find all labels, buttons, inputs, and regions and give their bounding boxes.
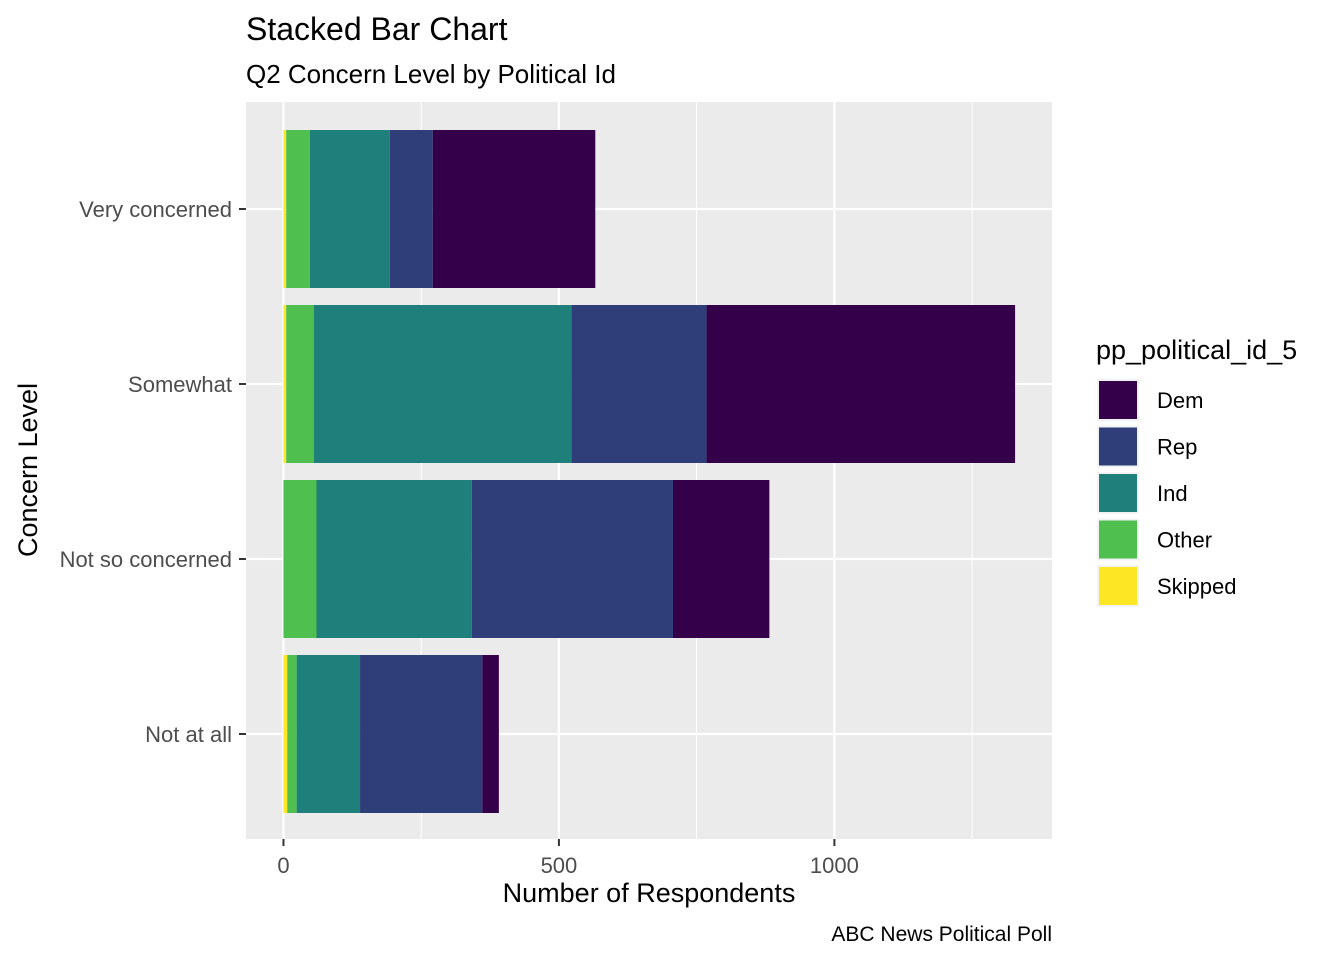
- bar-segment-rep: [389, 130, 433, 288]
- y-tick-label: Somewhat: [128, 372, 232, 397]
- bar-segment-ind: [316, 480, 472, 638]
- bar-segment-dem: [482, 655, 499, 813]
- bar-segment-dem: [706, 305, 1016, 463]
- y-axis-title: Concern Level: [13, 383, 43, 557]
- bar-segment-rep: [360, 655, 483, 813]
- legend: Dem Rep Ind Other Skipped: [1097, 379, 1237, 607]
- bar-segment-other: [286, 305, 314, 463]
- legend-swatch: [1099, 474, 1137, 512]
- legend-label: Other: [1157, 528, 1212, 553]
- bar-segment-other: [286, 130, 310, 288]
- bar-segment-ind: [296, 655, 361, 813]
- chart-title: Stacked Bar Chart: [246, 11, 508, 47]
- y-tick-label: Not so concerned: [60, 547, 232, 572]
- legend-swatch: [1099, 567, 1137, 605]
- chart-subtitle: Q2 Concern Level by Political Id: [246, 59, 616, 89]
- legend-label: Skipped: [1157, 574, 1237, 599]
- bar-segment-skipped: [283, 305, 287, 463]
- legend-label: Ind: [1157, 481, 1188, 506]
- bar-segment-rep: [471, 480, 673, 638]
- bar-segment-other: [283, 480, 317, 638]
- bar-segment-ind: [313, 305, 572, 463]
- legend-title: pp_political_id_5: [1096, 335, 1297, 365]
- bar-segment-dem: [672, 480, 770, 638]
- bar-segment-other: [287, 655, 297, 813]
- y-tick-label: Not at all: [145, 722, 232, 747]
- legend-label: Dem: [1157, 388, 1203, 413]
- bar-segment-ind: [309, 130, 390, 288]
- x-tick-label: 1000: [810, 853, 859, 878]
- y-tick-label: Very concerned: [79, 197, 232, 222]
- chart-caption: ABC News Political Poll: [831, 923, 1052, 946]
- x-tick-label: 0: [277, 853, 289, 878]
- bar-segment-dem: [432, 130, 596, 288]
- axes: 0 500 1000 Very concerned Somewhat Not so con…: [60, 197, 859, 878]
- legend-swatch: [1099, 520, 1137, 559]
- bar-segment-rep: [571, 305, 707, 463]
- legend-swatch: [1099, 381, 1137, 419]
- x-axis-title: Number of Respondents: [503, 878, 796, 908]
- x-tick-label: 500: [541, 853, 578, 878]
- legend-label: Rep: [1157, 435, 1197, 460]
- bar-segment-skipped: [283, 130, 287, 288]
- bar-segment-skipped: [283, 655, 288, 813]
- bars: [283, 130, 1016, 813]
- legend-swatch: [1099, 427, 1137, 466]
